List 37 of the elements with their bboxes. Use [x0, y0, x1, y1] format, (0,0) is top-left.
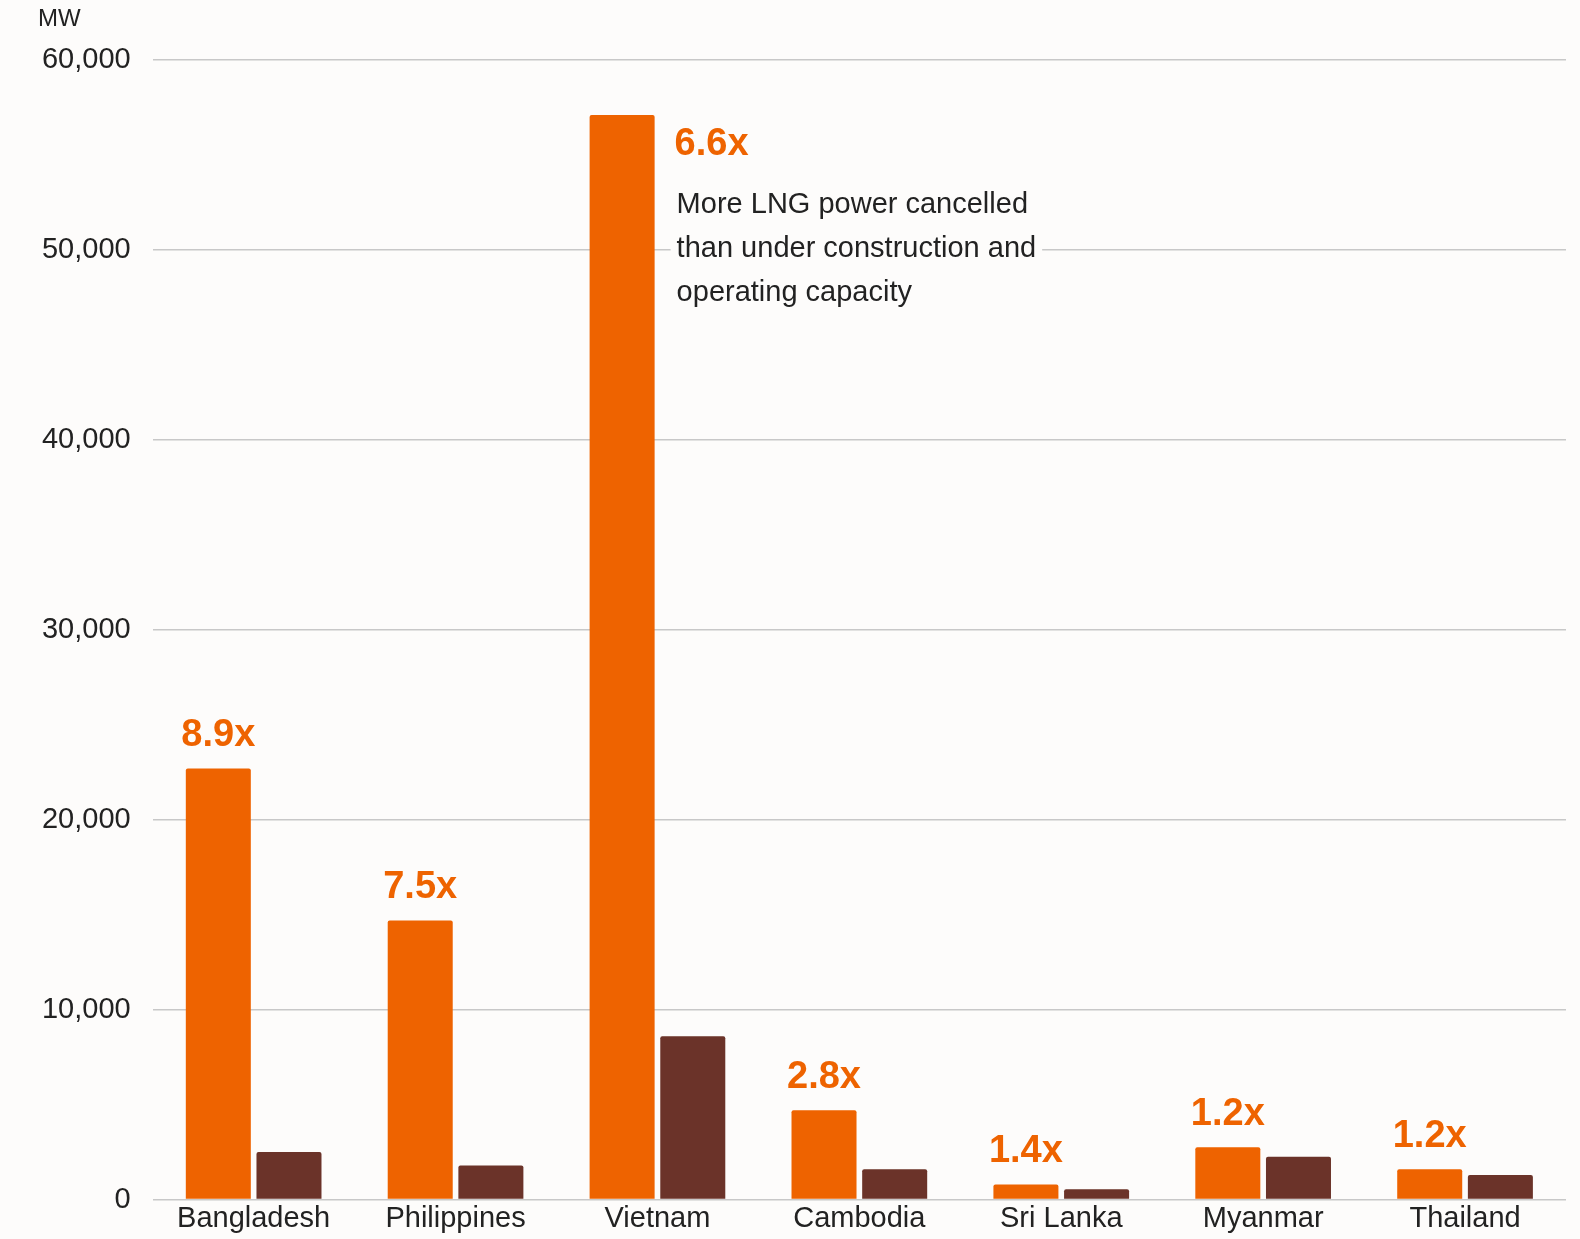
bar — [1397, 1169, 1463, 1199]
x-tick-label: Thailand — [1409, 1201, 1521, 1233]
bar — [387, 920, 453, 1199]
annotation: 8.9x — [181, 712, 256, 755]
annotation: 7.5x — [383, 864, 458, 907]
bar — [862, 1169, 928, 1199]
annotation: 6.6x — [674, 121, 749, 164]
annotation: 2.8x — [787, 1054, 861, 1097]
bar — [1467, 1174, 1533, 1199]
x-tick-label: Sri Lanka — [999, 1201, 1124, 1233]
y-tick-label: 30,000 — [42, 611, 131, 644]
annotation: 1.4x — [988, 1128, 1063, 1171]
bar — [458, 1165, 524, 1199]
bar — [589, 115, 655, 1199]
x-tick-label: Bangladesh — [177, 1201, 331, 1233]
x-tick-label: Vietnam — [604, 1201, 711, 1233]
bar — [256, 1152, 322, 1199]
x-tick-label: Philippines — [385, 1201, 526, 1233]
annotation: 1.2x — [1190, 1091, 1265, 1134]
y-tick-label: 20,000 — [42, 801, 131, 834]
y-tick-label: 50,000 — [42, 231, 131, 264]
bar — [791, 1110, 857, 1199]
bar — [660, 1036, 726, 1199]
y-axis-title: MW — [38, 4, 81, 32]
y-tick-label: 60,000 — [42, 42, 131, 74]
bar — [1064, 1189, 1130, 1199]
bar — [185, 768, 251, 1199]
y-tick-label: 10,000 — [42, 991, 131, 1024]
bar — [1265, 1156, 1331, 1199]
annotation: 1.2x — [1392, 1113, 1467, 1156]
bar — [993, 1184, 1059, 1199]
y-tick-label: 40,000 — [42, 421, 131, 454]
bar — [1195, 1147, 1261, 1199]
annotation: More LNG power cancelled than under construction and operating capacity — [676, 187, 1037, 308]
x-tick-label: Myanmar — [1202, 1201, 1324, 1233]
x-tick-label: Cambodia — [793, 1201, 927, 1233]
y-tick-label: 0 — [114, 1181, 131, 1214]
